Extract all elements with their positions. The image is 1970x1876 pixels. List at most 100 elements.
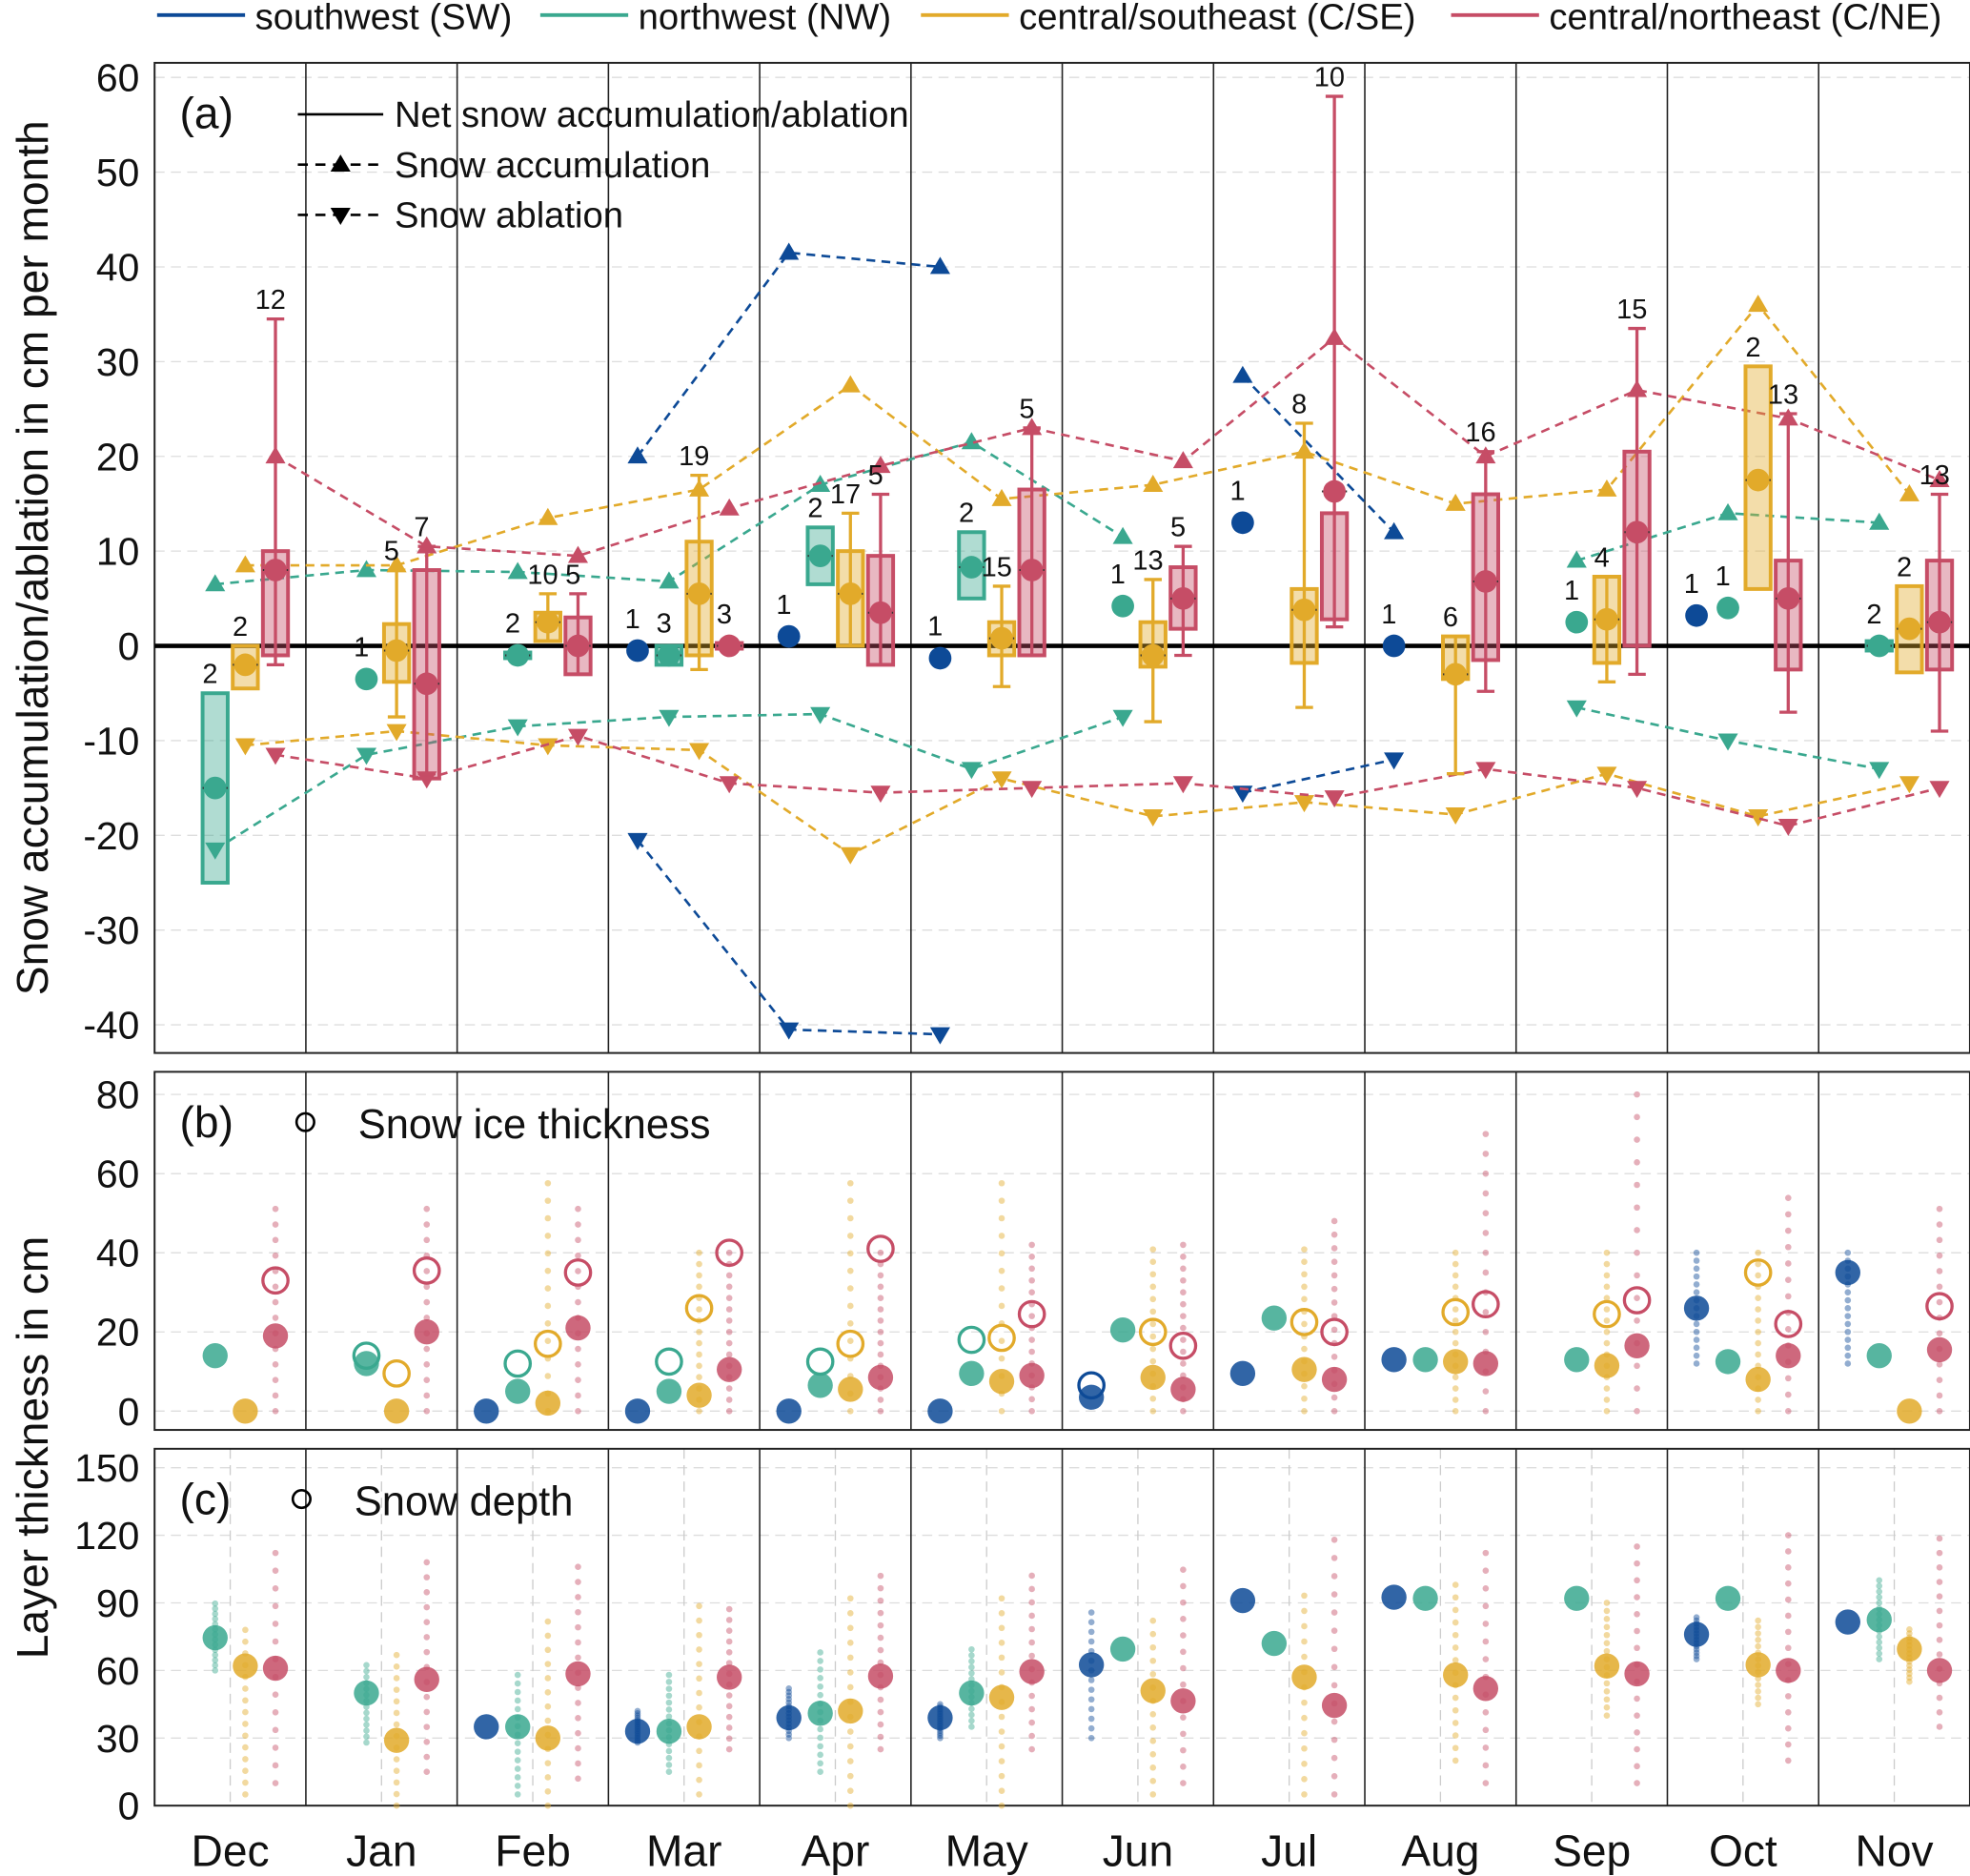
sample-point-NW [363, 1733, 370, 1741]
count-label: 2 [1866, 600, 1881, 630]
mean-marker-CSE [988, 1368, 1015, 1395]
count-label: 1 [354, 633, 369, 663]
accumulation-marker-SW [779, 242, 800, 260]
sample-point-CNE [1784, 1548, 1792, 1555]
sample-point-CSE [1301, 1271, 1308, 1278]
accumulation-marker-SW [1384, 521, 1405, 540]
y-tick-label: 10 [96, 530, 139, 574]
mean-marker-CSE [233, 1398, 258, 1424]
mean-marker-CSE [383, 1727, 410, 1753]
x-tick-label: Apr [802, 1825, 870, 1875]
sample-point-CNE [1028, 1276, 1035, 1284]
sample-point-CSE [1301, 1295, 1308, 1303]
snow-ice-marker-CNE [261, 1266, 290, 1295]
net-mean-marker-CSE [385, 639, 408, 663]
count-label: 15 [1616, 295, 1647, 325]
mean-marker-SW [1683, 1295, 1710, 1321]
sample-point-CSE [696, 1328, 702, 1336]
sample-point-CNE [423, 1283, 431, 1291]
sample-point-SW [1087, 1609, 1095, 1616]
sample-point-NW [514, 1671, 521, 1679]
count-label: 5 [1170, 513, 1186, 543]
mean-marker-SW [474, 1714, 499, 1740]
x-tick-label: Jan [346, 1825, 416, 1875]
sample-point-CSE [1301, 1382, 1308, 1390]
mean-marker-CNE [1472, 1676, 1499, 1702]
sample-point-CNE [1028, 1396, 1035, 1403]
sample-point-CSE [242, 1638, 249, 1645]
legend-entry-CSE: central/southeast (C/SE) [1019, 0, 1415, 37]
sample-point-CNE [1180, 1289, 1187, 1296]
sample-point-CNE [575, 1563, 581, 1570]
net-mean-marker-CSE [990, 626, 1013, 650]
sample-point-CNE [1330, 1245, 1338, 1252]
mean-marker-SW [1835, 1609, 1860, 1635]
sample-point-CNE [1936, 1564, 1943, 1571]
mean-marker-SW [474, 1398, 499, 1424]
sample-point-CSE [544, 1788, 552, 1795]
mean-marker-CSE [233, 1653, 258, 1679]
sample-point-CNE [1330, 1313, 1338, 1319]
ablation-marker-CSE [1143, 809, 1164, 826]
net-mean-marker-SW [1382, 634, 1406, 658]
sample-point-CSE [1452, 1272, 1459, 1279]
count-label: 19 [679, 441, 709, 472]
sample-point-CNE [272, 1621, 279, 1627]
sample-point-CNE [1180, 1582, 1187, 1590]
sample-point-CNE [1482, 1388, 1490, 1395]
sample-point-CNE [1482, 1656, 1490, 1662]
sample-point-CSE [544, 1774, 552, 1781]
sample-point-CNE [1482, 1638, 1490, 1645]
sample-point-CNE [1330, 1354, 1338, 1360]
mean-marker-SW [1835, 1259, 1860, 1286]
sample-point-CSE [393, 1779, 400, 1786]
mean-marker-NW [354, 1680, 379, 1706]
sample-point-SW [1844, 1344, 1852, 1352]
mean-marker-NW [959, 1680, 985, 1706]
accumulation-marker-NW [659, 571, 680, 589]
y-tick-label: 0 [118, 624, 140, 668]
sample-point-CNE [1482, 1708, 1490, 1716]
sample-point-CNE [1634, 1249, 1640, 1256]
sample-point-CSE [1149, 1283, 1157, 1291]
sample-point-CNE [725, 1692, 733, 1699]
ablation-marker-NW [507, 719, 528, 737]
sample-point-CNE [272, 1298, 279, 1306]
sample-point-CNE [272, 1205, 279, 1213]
sample-point-CNE [1028, 1599, 1035, 1606]
legend-snow-ice: Snow ice thickness [358, 1102, 711, 1148]
sample-point-CSE [1906, 1670, 1913, 1678]
sample-point-CNE [423, 1407, 431, 1415]
mean-marker-NW [807, 1701, 833, 1726]
mean-marker-NW [505, 1714, 531, 1740]
sample-point-CNE [1330, 1537, 1338, 1543]
accumulation-marker-SW [627, 446, 648, 464]
sample-point-CSE [846, 1407, 854, 1415]
sample-point-NW [514, 1697, 521, 1704]
sample-point-CNE [272, 1780, 279, 1786]
sample-point-CSE [1301, 1622, 1308, 1630]
mean-marker-CSE [1897, 1636, 1922, 1662]
sample-point-NW [1876, 1633, 1883, 1641]
sample-point-NW [968, 1669, 975, 1677]
sample-point-CSE [696, 1260, 702, 1268]
count-label: 2 [505, 609, 520, 640]
sample-point-CSE [1301, 1592, 1308, 1600]
sample-point-SW [785, 1692, 792, 1700]
sample-point-CNE [1936, 1221, 1943, 1228]
sample-point-CNE [1180, 1566, 1187, 1573]
sample-point-CSE [1301, 1760, 1308, 1767]
sample-point-CNE [1330, 1627, 1338, 1634]
sample-point-SW [1844, 1336, 1852, 1343]
sample-point-SW [785, 1734, 792, 1742]
count-label: 15 [982, 552, 1012, 582]
sample-point-NW [817, 1743, 823, 1750]
snow-ice-marker-CSE [1743, 1258, 1773, 1287]
mean-marker-SW [776, 1398, 802, 1424]
ablation-marker-CNE [567, 728, 589, 746]
sample-point-NW [514, 1783, 521, 1789]
sample-point-CNE [1634, 1272, 1640, 1279]
sample-point-CNE [423, 1693, 431, 1701]
ablation-marker-NW [205, 842, 226, 860]
triangle-up-icon [330, 154, 351, 173]
